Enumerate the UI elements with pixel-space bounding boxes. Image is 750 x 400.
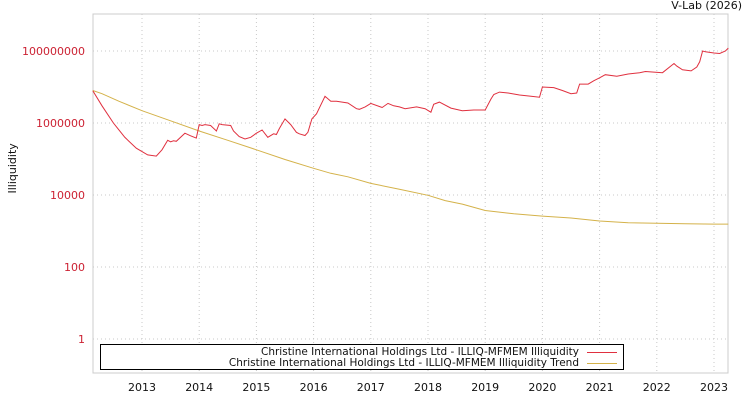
y-tick-label: 100 [64,261,85,274]
legend-label: Christine International Holdings Ltd - I… [228,357,579,369]
x-tick-label: 2021 [586,381,614,394]
y-tick-label: 1000000 [36,117,85,130]
x-tick-label: 2018 [414,381,442,394]
plot-frame [92,13,729,374]
trend-line [92,90,729,225]
credit-label: V-Lab (2026) [671,0,742,12]
y-tick-label: 1 [78,333,85,346]
y-tick-labels: 1 100 10000 1000000 100000000 [22,45,85,346]
legend-item-illiquidity: Christine International Holdings Ltd - I… [261,346,617,358]
legend: Christine International Holdings Ltd - I… [100,344,624,370]
x-tick-label: 2017 [357,381,385,394]
illiquidity-line [92,47,729,157]
legend-swatch-gold [587,362,617,364]
x-tick-label: 2019 [471,381,499,394]
y-tick-label: 10000 [50,189,85,202]
x-tick-label: 2014 [185,381,213,394]
x-tick-labels: 2013 2014 2015 2016 2017 2018 2019 2020 2021 2022… [128,381,728,394]
x-tick-label: 2022 [643,381,671,394]
legend-swatch-red [587,351,617,353]
gridlines [93,14,728,373]
x-tick-label: 2016 [300,381,328,394]
legend-label: Christine International Holdings Ltd - I… [261,346,579,358]
y-tick-label: 100000000 [22,45,85,58]
x-tick-label: 2020 [528,381,556,394]
x-tick-label: 2023 [700,381,728,394]
x-tick-label: 2013 [128,381,156,394]
x-tick-label: 2015 [242,381,270,394]
legend-item-trend: Christine International Holdings Ltd - I… [229,357,617,369]
